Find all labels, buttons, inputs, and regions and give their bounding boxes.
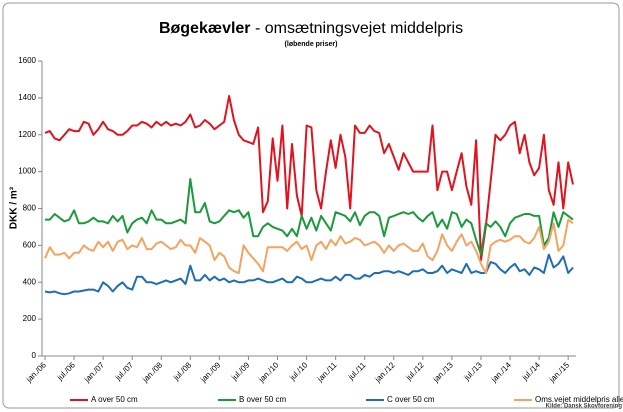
legend-label: C over 50 cm (387, 395, 435, 404)
source: Kilde: Dansk Skovforening (546, 404, 623, 410)
legend-label: B over 50 cm (239, 395, 286, 404)
series-line (44, 218, 574, 274)
legend-label: Oms.vejet middelpris alle (535, 395, 623, 404)
y-tick-label: 800 (23, 204, 37, 213)
chart-subtitle: (løbende priser) (285, 41, 338, 48)
y-tick-label: 1200 (18, 130, 36, 139)
chart-frame (2, 2, 620, 409)
y-tick-label: 400 (23, 277, 37, 286)
title-bold: Bøgekævler (159, 20, 251, 37)
y-tick-label: 600 (23, 240, 37, 249)
title-rest: - omsætningsvejet middelpris (255, 20, 463, 37)
y-tick-label: 200 (23, 314, 37, 323)
legend-label: A over 50 cm (91, 395, 138, 404)
y-tick-label: 1000 (18, 167, 36, 176)
series-line (45, 178, 574, 256)
y-tick-label: 0 (32, 351, 37, 360)
chart-title: Bøgekævler - omsætningsvejet middelpris (159, 20, 463, 37)
y-axis-label: DKK / m³ (9, 186, 20, 229)
y-tick-label: 1400 (18, 93, 36, 102)
y-tick-label: 1600 (18, 56, 36, 65)
